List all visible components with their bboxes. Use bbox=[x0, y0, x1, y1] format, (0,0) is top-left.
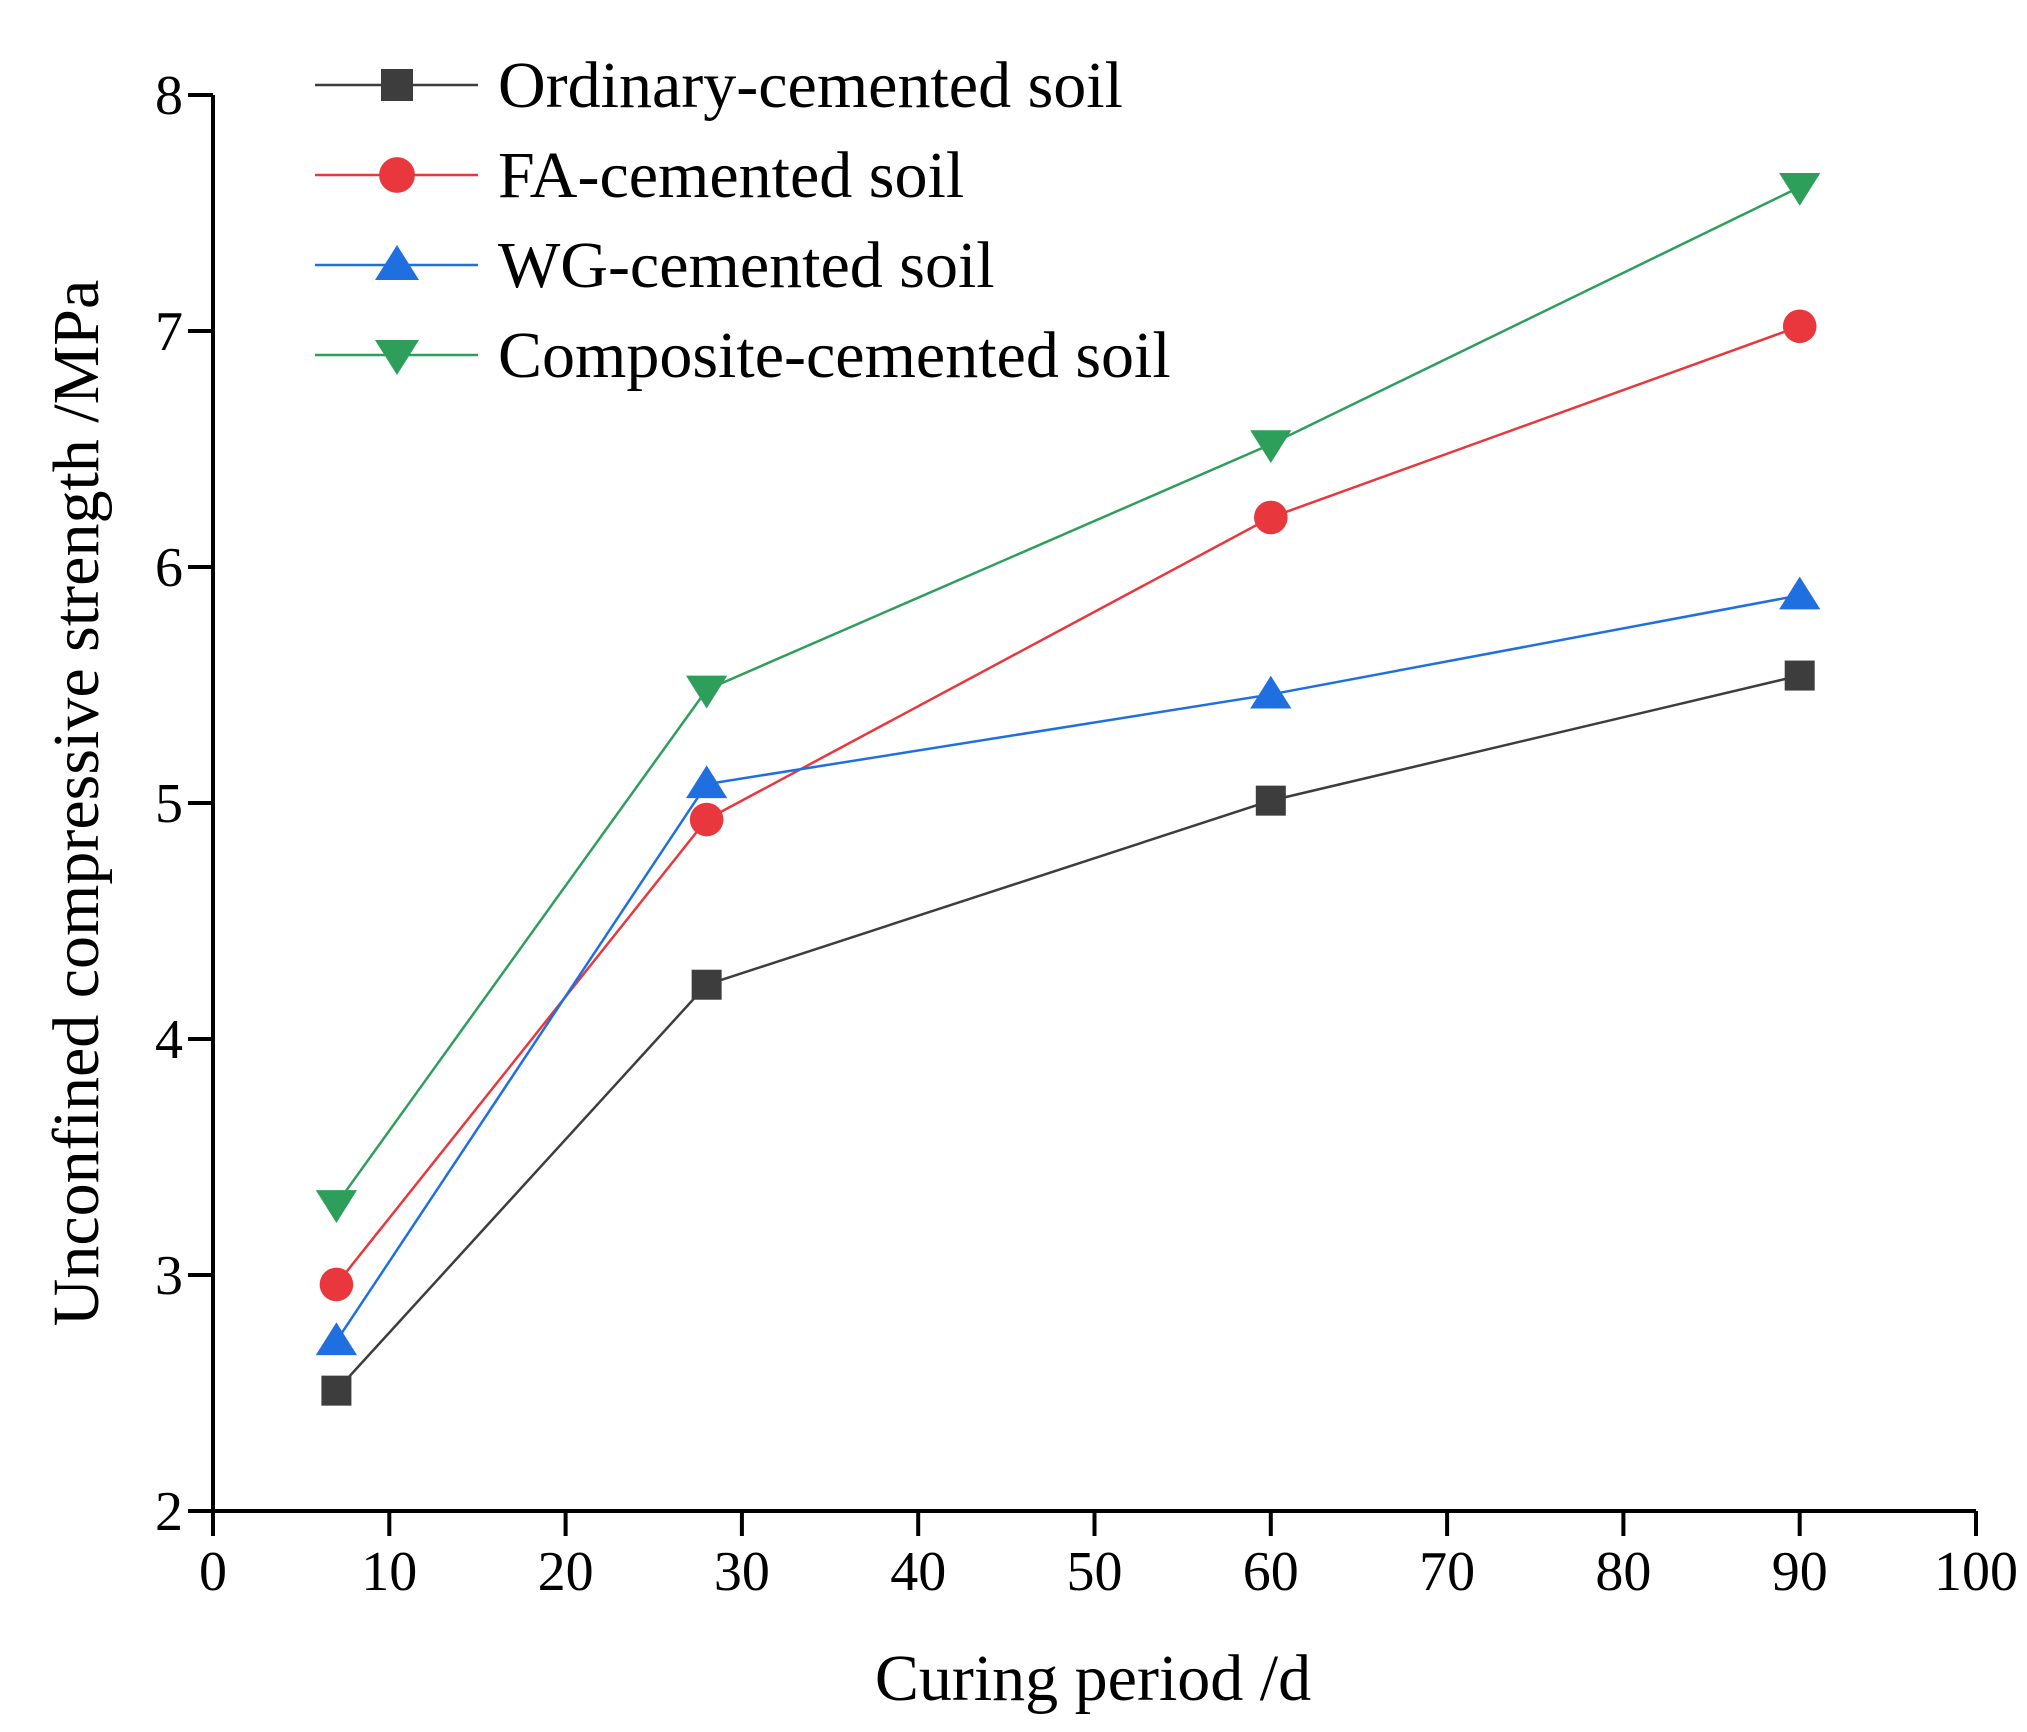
series-4 bbox=[315, 172, 1821, 1223]
legend-item: Composite-cemented soil bbox=[315, 319, 1171, 392]
x-tick-label: 90 bbox=[1772, 1541, 1828, 1603]
x-tick-label: 20 bbox=[538, 1541, 594, 1603]
data-point bbox=[315, 1190, 358, 1223]
legend-label: Composite-cemented soil bbox=[498, 319, 1171, 392]
data-point bbox=[1784, 660, 1815, 691]
y-tick-label: 2 bbox=[155, 1481, 183, 1543]
y-tick-label: 5 bbox=[155, 773, 183, 835]
legend: Ordinary-cemented soil FA-cemented soil WG… bbox=[315, 49, 1171, 392]
y-tick-label: 4 bbox=[155, 1009, 183, 1071]
data-point bbox=[1782, 309, 1817, 344]
data-point bbox=[686, 765, 728, 799]
legend-item: FA-cemented soil bbox=[315, 139, 964, 212]
series-layer bbox=[315, 172, 1821, 1406]
data-point bbox=[1250, 430, 1292, 464]
legend-marker bbox=[375, 340, 419, 375]
legend-item: Ordinary-cemented soil bbox=[315, 49, 1123, 122]
series-line bbox=[335, 674, 1800, 1392]
series-line bbox=[335, 325, 1801, 1286]
x-tick-label: 60 bbox=[1243, 1541, 1299, 1603]
y-tick-label: 7 bbox=[155, 301, 183, 363]
y-tick-label: 3 bbox=[155, 1245, 183, 1307]
legend-label: FA-cemented soil bbox=[498, 139, 964, 212]
data-point bbox=[1779, 576, 1821, 610]
legend-label: Ordinary-cemented soil bbox=[498, 49, 1123, 122]
x-tick-label: 40 bbox=[890, 1541, 946, 1603]
data-point bbox=[1250, 675, 1292, 709]
x-tick-label: 70 bbox=[1419, 1541, 1475, 1603]
x-axis-ticks: 0 10 20 30 40 50 60 70 80 90 100 bbox=[199, 1511, 2018, 1603]
data-point bbox=[1779, 172, 1821, 206]
x-tick-label: 30 bbox=[714, 1541, 770, 1603]
y-tick-label: 6 bbox=[155, 537, 183, 599]
legend-marker bbox=[381, 69, 413, 101]
legend-marker bbox=[375, 245, 419, 280]
data-point bbox=[686, 675, 728, 709]
x-axis-title: Curing period /d bbox=[875, 1642, 1311, 1715]
data-point bbox=[321, 1375, 352, 1406]
legend-item: WG-cemented soil bbox=[315, 229, 995, 302]
axes bbox=[211, 95, 1976, 1513]
legend-marker bbox=[379, 157, 415, 193]
series-line bbox=[335, 185, 1801, 1205]
data-point bbox=[689, 802, 724, 837]
x-tick-label: 10 bbox=[361, 1541, 417, 1603]
data-point bbox=[1255, 785, 1286, 816]
data-point bbox=[315, 1322, 358, 1356]
series-1 bbox=[321, 660, 1815, 1406]
y-axis-title: Unconfined compressive strength /MPa bbox=[40, 280, 113, 1327]
x-tick-label: 0 bbox=[199, 1541, 227, 1603]
series-line bbox=[335, 594, 1800, 1342]
x-tick-label: 100 bbox=[1934, 1541, 2018, 1603]
x-tick-label: 80 bbox=[1595, 1541, 1651, 1603]
data-point bbox=[319, 1267, 354, 1302]
data-point bbox=[691, 969, 722, 1000]
series-2 bbox=[319, 309, 1817, 1302]
y-tick-label: 8 bbox=[155, 65, 183, 127]
data-point bbox=[1254, 500, 1288, 535]
y-axis-ticks: 2 3 4 5 6 7 8 bbox=[155, 65, 213, 1543]
legend-label: WG-cemented soil bbox=[498, 229, 995, 302]
series-3 bbox=[315, 576, 1821, 1356]
x-tick-label: 50 bbox=[1067, 1541, 1123, 1603]
